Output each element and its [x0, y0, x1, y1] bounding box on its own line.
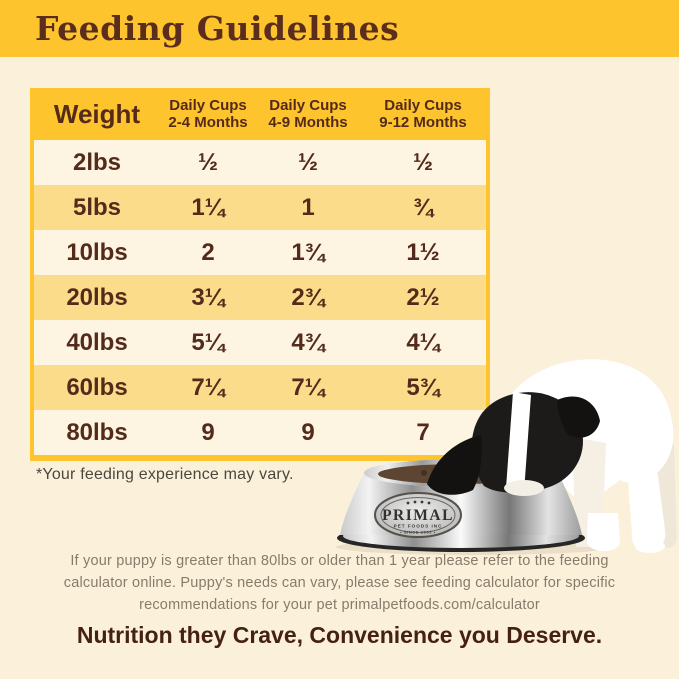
- cups-value: 7¼: [191, 373, 225, 401]
- footnote: *Your feeding experience may vary.: [36, 466, 294, 483]
- cups-value: 3¼: [191, 283, 225, 311]
- table-row: 10lbs 2 1¾ 1½: [34, 230, 486, 275]
- table-row: 40lbs 5¼ 4¾ 4¼: [34, 320, 486, 365]
- bowl-subbrand-text: PET FOODS INC: [394, 524, 443, 529]
- puppy-front-paw: [587, 513, 620, 551]
- cups-value: 5¾: [406, 373, 440, 401]
- badge-paw-dot: [427, 501, 431, 505]
- table-row: 5lbs 1¼ 1 ¾: [34, 185, 486, 230]
- cups-value: 5¼: [191, 328, 225, 356]
- cups-value: 2½: [406, 283, 440, 311]
- feeding-guidelines-table: Weight Daily Cups 2-4 Months Daily Cups …: [30, 88, 490, 461]
- cups-value: ¾: [412, 193, 433, 221]
- column-header-cups-9-12: Daily Cups 9-12 Months: [379, 96, 467, 131]
- title-banner: Feeding Guidelines: [0, 0, 679, 57]
- puppy-floppy-ear: [427, 435, 482, 495]
- badge-paw-dot: [413, 500, 417, 504]
- cups-value: 1¾: [291, 238, 325, 266]
- weight-value: 20lbs: [66, 283, 128, 311]
- cups-value: 7¼: [291, 373, 325, 401]
- cups-value: 1¼: [191, 193, 225, 221]
- bowl-badge: [374, 492, 462, 538]
- cups-value: 2¾: [291, 283, 325, 311]
- cups-value: 4¾: [291, 328, 325, 356]
- puppy-blaze: [506, 392, 531, 492]
- cups-value: 1: [301, 193, 315, 221]
- weight-value: 60lbs: [66, 373, 128, 401]
- cups-value: 2: [201, 238, 215, 266]
- table-header-row: Weight Daily Cups 2-4 Months Daily Cups …: [34, 88, 486, 140]
- bowl-badge-inner-ring: [380, 497, 456, 533]
- badge-paw-dot: [420, 500, 424, 504]
- table-row: 80lbs 9 9 7: [34, 410, 486, 455]
- table-row: 60lbs 7¼ 7¼ 5¾: [34, 365, 486, 410]
- food-speckle: [421, 470, 427, 476]
- puppy-bowl-illustration: PRIMAL PET FOODS INC • SINCE 2001 •: [336, 359, 677, 555]
- badge-paw-dot: [406, 501, 410, 505]
- cups-value: ½: [197, 148, 218, 176]
- column-header-cups-4-9: Daily Cups 4-9 Months: [268, 96, 348, 131]
- weight-value: 10lbs: [66, 238, 128, 266]
- cups-value: ½: [412, 148, 433, 176]
- puppy-near-hind-leg: [627, 461, 666, 548]
- bowl-brand-text: PRIMAL: [382, 507, 454, 524]
- column-header-cups-2-4: Daily Cups 2-4 Months: [168, 96, 248, 131]
- cups-value: 7: [416, 418, 430, 446]
- weight-value: 2lbs: [72, 148, 122, 176]
- page-title: Feeding Guidelines: [35, 9, 400, 48]
- table-row: 2lbs ½ ½ ½: [34, 140, 486, 185]
- table-row: 20lbs 3¼ 2¾ 2½: [34, 275, 486, 320]
- tagline: Nutrition they Crave, Convenience you De…: [76, 622, 603, 648]
- cups-value: 4¼: [406, 328, 440, 356]
- column-header-weight: Weight: [53, 98, 141, 129]
- weight-value: 5lbs: [72, 193, 122, 221]
- cups-value: 9: [201, 418, 215, 446]
- feeding-notice-text: If your puppy is greater than 80lbs or o…: [63, 553, 616, 613]
- cups-value: 9: [301, 418, 315, 446]
- bowl-since-text: • SINCE 2001 •: [400, 530, 436, 535]
- cups-value: ½: [297, 148, 318, 176]
- weight-value: 80lbs: [66, 418, 128, 446]
- cups-value: 1½: [406, 238, 440, 266]
- weight-value: 40lbs: [66, 328, 128, 356]
- puppy-back-ear: [557, 396, 600, 438]
- puppy-hind-paw: [635, 539, 665, 553]
- puppy-muzzle: [504, 480, 544, 496]
- feeding-notice: If your puppy is greater than 80lbs or o…: [0, 551, 679, 616]
